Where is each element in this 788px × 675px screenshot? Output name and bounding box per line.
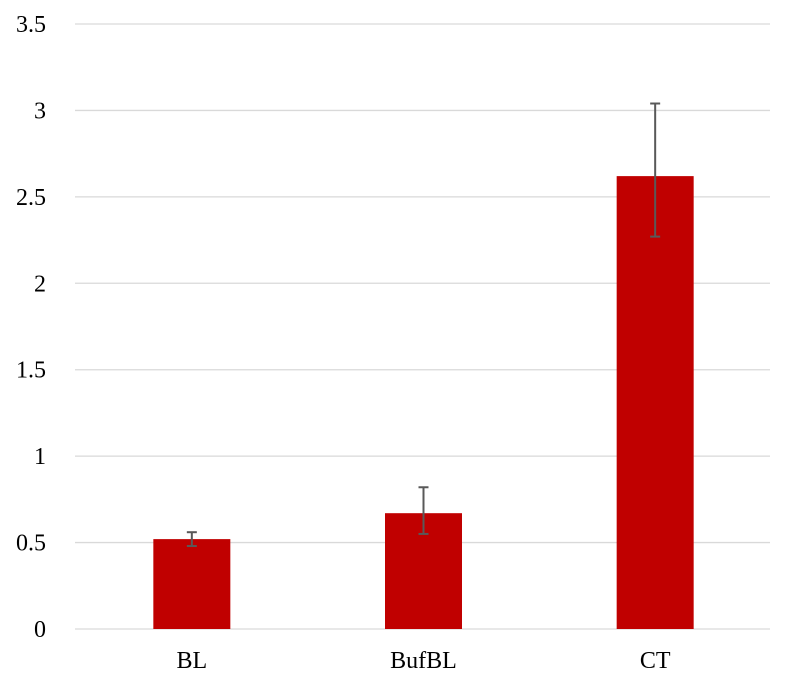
y-tick-label: 1.5: [16, 358, 46, 384]
x-tick-label: BL: [176, 648, 207, 674]
y-tick-label: 3.5: [16, 12, 46, 38]
x-axis-tick-labels: BL BufBL CT: [176, 648, 670, 674]
bar-ct: [616, 176, 694, 629]
bars: [153, 176, 694, 629]
x-tick-label: BufBL: [390, 648, 457, 674]
error-bar-bl: [186, 531, 197, 548]
bar-bl: [153, 539, 231, 629]
error-bar-bufbl: [418, 486, 429, 535]
x-tick-label: CT: [640, 648, 671, 674]
y-tick-label: 2: [34, 271, 46, 297]
y-tick-label: 0.5: [16, 531, 46, 557]
y-axis-tick-labels: 0 0.5 1 1.5 2 2.5 3 3.5: [16, 12, 46, 643]
y-tick-label: 0: [34, 617, 46, 643]
error-bar-ct: [650, 102, 661, 238]
y-tick-label: 1: [34, 444, 46, 470]
y-tick-label: 2.5: [16, 185, 46, 211]
error-bars: [186, 102, 661, 548]
y-tick-label: 3: [34, 98, 46, 124]
